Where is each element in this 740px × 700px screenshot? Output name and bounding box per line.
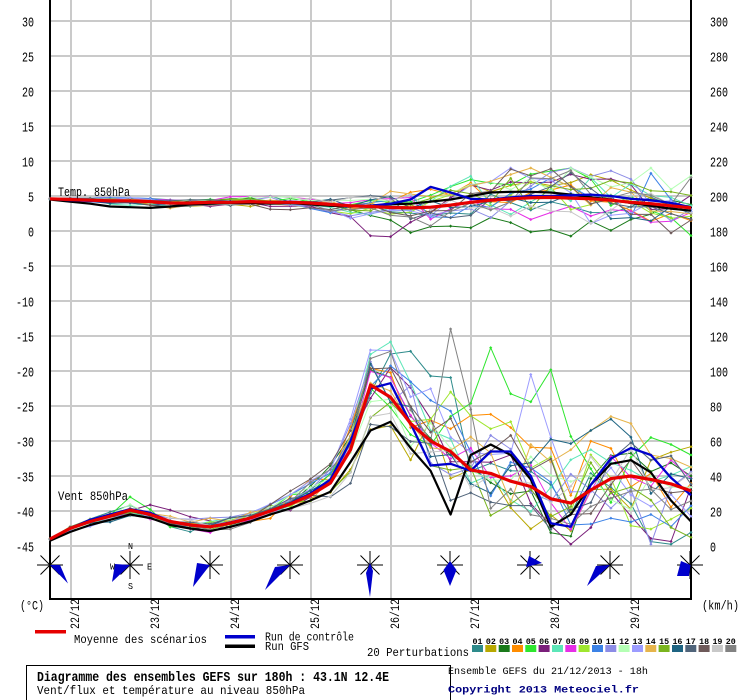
svg-text:24/12: 24/12	[228, 599, 243, 629]
svg-text:27/12: 27/12	[468, 599, 483, 629]
svg-text:5: 5	[28, 192, 34, 207]
svg-text:20: 20	[726, 637, 736, 647]
svg-text:03: 03	[499, 637, 509, 647]
svg-text:180: 180	[710, 227, 728, 242]
svg-text:-30: -30	[16, 437, 34, 452]
svg-text:18: 18	[699, 637, 709, 647]
svg-text:280: 280	[710, 52, 728, 67]
svg-text:Diagramme des ensembles GEFS s: Diagramme des ensembles GEFS sur 180h : …	[37, 671, 389, 686]
svg-text:-40: -40	[16, 507, 34, 522]
svg-text:N: N	[128, 541, 133, 552]
svg-text:25: 25	[22, 52, 34, 67]
svg-text:-35: -35	[16, 472, 34, 487]
svg-text:04: 04	[512, 637, 522, 647]
svg-text:19: 19	[712, 637, 722, 647]
svg-text:-10: -10	[16, 297, 34, 312]
svg-text:-45: -45	[16, 542, 34, 557]
svg-text:11: 11	[606, 637, 616, 647]
svg-text:07: 07	[552, 637, 562, 647]
svg-text:08: 08	[566, 637, 576, 647]
svg-text:Ensemble GEFS du 21/12/2013 -: Ensemble GEFS du 21/12/2013 - 18h	[448, 666, 648, 678]
svg-text:(°C): (°C)	[20, 600, 44, 614]
svg-text:Copyright 2013 Meteociel.fr: Copyright 2013 Meteociel.fr	[448, 685, 639, 697]
svg-text:0: 0	[28, 227, 34, 242]
svg-text:260: 260	[710, 87, 728, 102]
svg-text:02: 02	[486, 637, 496, 647]
svg-text:14: 14	[646, 637, 656, 647]
svg-text:Run de contrôle: Run de contrôle	[265, 631, 354, 645]
svg-text:80: 80	[710, 402, 722, 417]
svg-text:E: E	[147, 562, 152, 573]
svg-text:Temp. 850hPa: Temp. 850hPa	[58, 186, 130, 200]
svg-text:15: 15	[659, 637, 669, 647]
svg-text:100: 100	[710, 367, 728, 382]
svg-text:16: 16	[672, 637, 682, 647]
svg-text:-5: -5	[22, 262, 34, 277]
svg-text:W: W	[110, 562, 115, 573]
svg-text:26/12: 26/12	[388, 599, 403, 629]
svg-text:40: 40	[710, 472, 722, 487]
svg-text:S: S	[128, 581, 133, 592]
svg-text:20 Perturbations: 20 Perturbations	[367, 646, 469, 660]
svg-text:120: 120	[710, 332, 728, 347]
svg-text:06: 06	[539, 637, 549, 647]
svg-text:29/12: 29/12	[628, 599, 643, 629]
svg-text:240: 240	[710, 122, 728, 137]
svg-text:160: 160	[710, 262, 728, 277]
svg-text:200: 200	[710, 192, 728, 207]
svg-text:Vent 850hPa: Vent 850hPa	[58, 490, 128, 504]
svg-text:17: 17	[686, 637, 696, 647]
svg-text:28/12: 28/12	[548, 599, 563, 629]
svg-text:Run GFS: Run GFS	[265, 640, 309, 654]
svg-text:(km/h): (km/h)	[702, 600, 739, 614]
svg-text:220: 220	[710, 157, 728, 172]
svg-text:0: 0	[710, 542, 716, 557]
svg-text:01: 01	[473, 637, 483, 647]
svg-text:-15: -15	[16, 332, 34, 347]
svg-text:05: 05	[526, 637, 536, 647]
svg-text:22/12: 22/12	[68, 599, 83, 629]
svg-text:13: 13	[632, 637, 642, 647]
svg-text:20: 20	[710, 507, 722, 522]
svg-text:300: 300	[710, 17, 728, 32]
svg-text:140: 140	[710, 297, 728, 312]
svg-text:23/12: 23/12	[148, 599, 163, 629]
svg-text:60: 60	[710, 437, 722, 452]
svg-text:Vent/flux et température au ni: Vent/flux et température au niveau 850hP…	[37, 684, 305, 698]
svg-text:15: 15	[22, 122, 34, 137]
svg-text:10: 10	[592, 637, 602, 647]
svg-text:10: 10	[22, 157, 34, 172]
svg-text:-20: -20	[16, 367, 34, 382]
svg-text:Moyenne des scénarios: Moyenne des scénarios	[74, 633, 207, 647]
svg-text:20: 20	[22, 87, 34, 102]
svg-text:09: 09	[579, 637, 589, 647]
svg-text:12: 12	[619, 637, 629, 647]
svg-text:30: 30	[22, 17, 34, 32]
svg-text:-25: -25	[16, 402, 34, 417]
svg-text:25/12: 25/12	[308, 599, 323, 629]
